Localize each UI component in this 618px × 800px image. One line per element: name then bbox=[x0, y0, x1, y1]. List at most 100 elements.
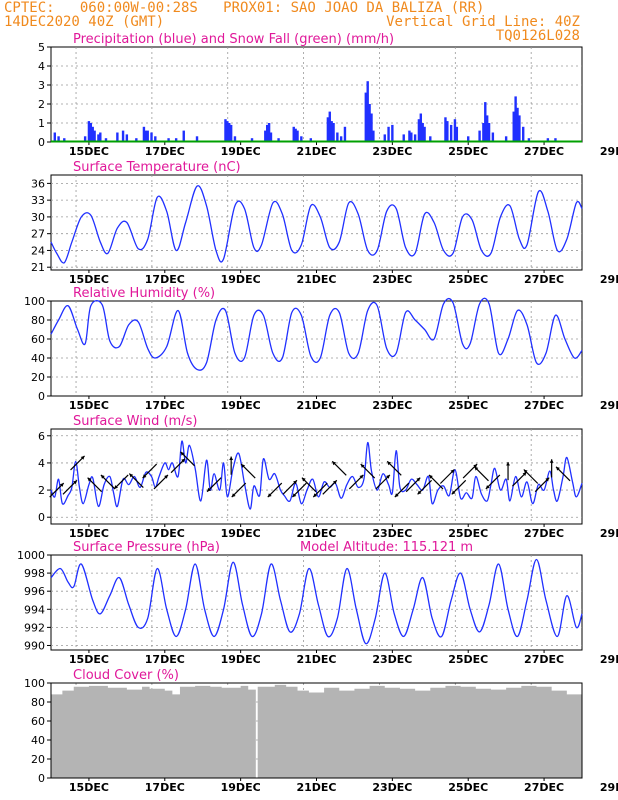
precip-bar bbox=[446, 121, 449, 142]
header-datetime: 14DEC2020 40Z (GMT) bbox=[4, 14, 165, 30]
y-tick-label: 80 bbox=[31, 696, 45, 709]
header-grid-line: Vertical Grid Line: 40Z bbox=[386, 14, 580, 30]
wind-arrow bbox=[49, 482, 65, 498]
precip-bar bbox=[413, 134, 417, 142]
panel-cloud: 0 20 40 60 80 100 15DEC 17DEC 19DEC 21DEC 23DEC 25D… bbox=[24, 668, 618, 794]
precip-bar bbox=[146, 130, 149, 142]
wind-arrow-head bbox=[416, 477, 421, 482]
wind-arrow-head bbox=[181, 458, 186, 463]
precip-bar bbox=[408, 130, 411, 142]
y-tick-label: 80 bbox=[31, 314, 45, 327]
precip-bar bbox=[144, 130, 148, 142]
wind-arrow bbox=[348, 474, 364, 490]
wind-arrow bbox=[282, 479, 298, 495]
precip-bar bbox=[527, 138, 531, 142]
precip-bar bbox=[484, 102, 487, 142]
precip-bar bbox=[264, 130, 267, 142]
precip-bar bbox=[554, 138, 557, 142]
x-tick-label: 19DEC bbox=[221, 527, 261, 540]
precip-bar bbox=[478, 130, 481, 142]
x-tick-label: 27DEC bbox=[524, 145, 564, 158]
wind-arrow bbox=[100, 474, 116, 490]
wind-arrow bbox=[229, 456, 234, 475]
precip-bar bbox=[277, 138, 280, 142]
x-tick-label: 21DEC bbox=[296, 399, 336, 412]
x-tick-label: 19DEC bbox=[221, 653, 261, 666]
x-tick-label: 15DEC bbox=[69, 145, 109, 158]
wind-arrow bbox=[506, 461, 510, 481]
y-tick-label: 996 bbox=[24, 585, 45, 598]
panel-title: Surface Temperature (nC) bbox=[73, 160, 241, 175]
x-tick-label: 23DEC bbox=[372, 145, 412, 158]
x-tick-label: 17DEC bbox=[145, 653, 185, 666]
cloud-area bbox=[51, 684, 582, 778]
panel-title: Surface Pressure (hPa) bbox=[73, 540, 220, 555]
wind-arrow-head bbox=[386, 474, 390, 479]
wind-line bbox=[50, 440, 583, 510]
x-tick-label: 25DEC bbox=[448, 399, 488, 412]
panel-annotation: Model Altitude: 115.121 m bbox=[300, 540, 473, 555]
y-tick-label: 5 bbox=[38, 41, 45, 54]
wind-arrow bbox=[428, 474, 444, 490]
x-tick-label: 19DEC bbox=[221, 273, 261, 286]
wind-arrow-head bbox=[545, 477, 550, 482]
wind-arrow bbox=[485, 474, 501, 490]
precip-bar bbox=[482, 123, 485, 142]
plot-frame bbox=[50, 46, 583, 143]
rh-line bbox=[50, 297, 583, 371]
wind-arrow bbox=[322, 479, 338, 495]
precip-bar bbox=[444, 117, 447, 142]
wind-arrow-head bbox=[229, 456, 234, 461]
wind-arrow-head bbox=[394, 493, 399, 498]
wind-arrow bbox=[231, 482, 247, 498]
wind-arrow-head bbox=[506, 461, 510, 466]
x-tick-label: 27DEC bbox=[524, 399, 564, 412]
precip-bar bbox=[300, 136, 303, 142]
y-tick-label: 3 bbox=[38, 79, 45, 92]
wind-arrow bbox=[240, 463, 256, 479]
wind-arrow bbox=[267, 482, 283, 498]
precip-bar bbox=[372, 130, 375, 142]
y-tick-label: 4 bbox=[38, 457, 45, 470]
x-tick-label: 29DEC bbox=[600, 399, 618, 412]
precip-bar bbox=[387, 126, 390, 142]
x-tick-label: 27DEC bbox=[524, 273, 564, 286]
panel-title: Cloud Cover (%) bbox=[73, 668, 179, 683]
x-tick-label: 27DEC bbox=[524, 653, 564, 666]
wind-arrow-head bbox=[387, 461, 392, 466]
precip-bar bbox=[487, 123, 491, 142]
wind-arrow-head bbox=[293, 480, 297, 485]
precip-bar bbox=[154, 136, 157, 142]
y-tick-label: 20 bbox=[31, 371, 45, 384]
wind-arrow bbox=[292, 482, 307, 498]
wind-arrow-head bbox=[59, 483, 64, 487]
precip-bar bbox=[391, 124, 394, 142]
header-station: CPTEC: 060:00W-00:28S PROX01: SAO JOAO D… bbox=[4, 0, 485, 16]
wind-arrow bbox=[549, 459, 554, 478]
header-model-id: TQ0126L028 bbox=[495, 28, 580, 44]
precip-bar bbox=[294, 128, 297, 142]
wind-arrow bbox=[417, 479, 433, 495]
wind-arrow-head bbox=[142, 474, 147, 479]
y-tick-label: 60 bbox=[31, 333, 45, 346]
wind-arrow bbox=[180, 451, 195, 467]
precip-bar bbox=[250, 138, 254, 142]
x-tick-label: 29DEC bbox=[600, 145, 618, 158]
wind-arrow bbox=[312, 482, 328, 498]
precip-bar bbox=[491, 132, 495, 142]
precip-bar bbox=[429, 136, 432, 142]
x-tick-label: 29DEC bbox=[600, 273, 618, 286]
precip-bar bbox=[63, 138, 66, 142]
panel-wind: 0 2 4 6 15DEC 17DEC 19DEC 21DEC 23DEC 25DEC 27DEC 2… bbox=[38, 414, 618, 540]
precip-bar bbox=[265, 124, 269, 142]
y-tick-label: 0 bbox=[38, 772, 45, 785]
y-tick-label: 27 bbox=[31, 228, 45, 241]
wind-arrow bbox=[451, 479, 467, 495]
wind-arrow-head bbox=[360, 464, 365, 468]
y-tick-label: 6 bbox=[38, 430, 45, 443]
x-tick-label: 23DEC bbox=[372, 527, 412, 540]
x-tick-label: 17DEC bbox=[145, 273, 185, 286]
x-tick-label: 29DEC bbox=[600, 653, 618, 666]
wind-arrow bbox=[206, 477, 222, 493]
